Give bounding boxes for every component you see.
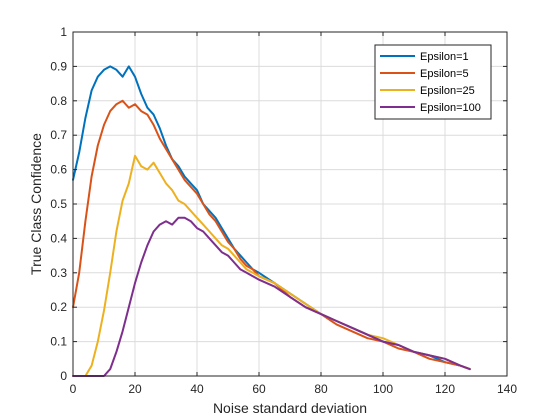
legend: Epsilon=1 Epsilon=5 Epsilon=25 Epsilon=100 (374, 44, 492, 120)
y-tick-label: 0 (60, 369, 67, 383)
y-tick-label: 0.3 (50, 266, 67, 280)
y-tick-label: 0.7 (50, 128, 67, 142)
legend-label: Epsilon=1 (420, 51, 469, 63)
x-tick-label: 40 (190, 382, 204, 396)
y-axis: 0 0.1 0.2 0.3 0.4 0.5 0.6 0.7 0.8 0.9 1 (50, 25, 507, 383)
x-tick-label: 100 (373, 382, 393, 396)
y-tick-label: 0.8 (50, 94, 67, 108)
x-tick-label: 60 (252, 382, 266, 396)
legend-label: Epsilon=100 (420, 102, 481, 114)
legend-label: Epsilon=25 (420, 85, 475, 97)
y-tick-label: 0.1 (50, 335, 67, 349)
y-tick-label: 0.2 (50, 300, 67, 314)
y-tick-label: 0.5 (50, 197, 67, 211)
series-line-4 (72, 216, 471, 377)
x-tick-label: 0 (70, 382, 77, 396)
y-axis-label: True Class Confidence (28, 133, 44, 275)
y-tick-label: 0.9 (50, 59, 67, 73)
x-axis: 0 20 40 60 80 100 120 140 (70, 32, 517, 396)
x-tick-label: 140 (497, 382, 517, 396)
x-axis-label: Noise standard deviation (213, 400, 367, 416)
legend-label: Epsilon=5 (420, 68, 469, 80)
x-tick-label: 120 (435, 382, 455, 396)
series-layer (72, 65, 471, 377)
y-tick-label: 0.6 (50, 163, 67, 177)
x-tick-label: 20 (128, 382, 142, 396)
x-tick-label: 80 (314, 382, 328, 396)
y-tick-label: 1 (60, 25, 67, 39)
y-tick-label: 0.4 (50, 231, 67, 245)
series-line-2 (72, 99, 471, 371)
